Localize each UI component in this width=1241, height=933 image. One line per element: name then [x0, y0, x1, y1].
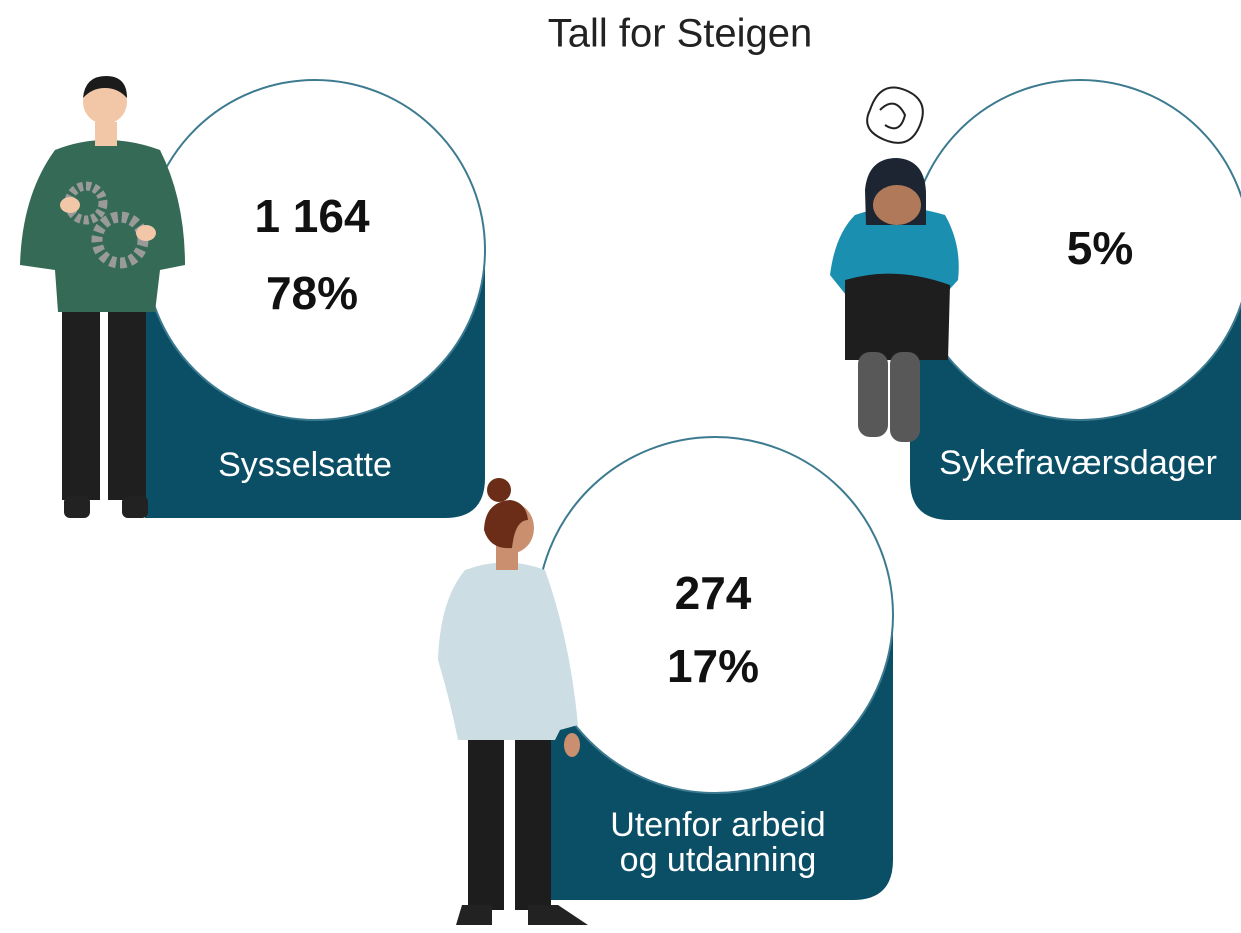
illustration-woman — [438, 478, 588, 925]
card-label: og utdanning — [620, 841, 817, 879]
title: Tall for Steigen — [548, 12, 813, 56]
card-label: Sykefraværsdager — [939, 444, 1217, 482]
count: 274 — [675, 567, 752, 619]
percent: 78% — [266, 267, 358, 319]
illustration-sitting — [830, 86, 959, 442]
percent: 5% — [1067, 222, 1133, 274]
card-label: Utenfor arbeid — [610, 806, 825, 844]
illustration-man — [20, 76, 185, 518]
card-circle — [144, 79, 486, 421]
card-label: Sysselsatte — [218, 446, 392, 484]
card: 1 164 78% Sysselsatte — [144, 79, 486, 518]
card: 5% Sykefraværsdager — [909, 79, 1241, 520]
count: 1 164 — [254, 190, 370, 242]
percent: 17% — [667, 640, 759, 692]
card: 274 17% Utenfor arbeid og utdanning — [536, 436, 894, 900]
